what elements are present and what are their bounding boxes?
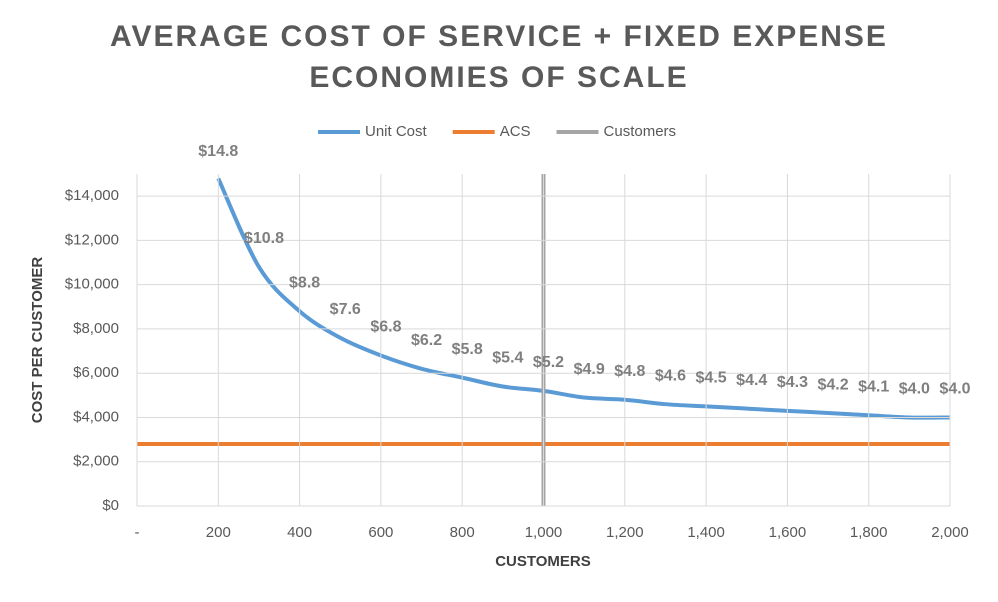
y-tick-label: $0	[102, 497, 119, 514]
x-tick-label: 2,000	[931, 524, 969, 541]
data-label: $5.2	[533, 354, 564, 371]
data-label: $4.0	[899, 381, 930, 398]
data-label: $7.6	[330, 301, 361, 318]
x-tick-label: 1,400	[687, 524, 725, 541]
data-label: $5.8	[452, 341, 483, 358]
data-label: $4.1	[858, 378, 889, 395]
x-tick-label: 1,200	[606, 524, 644, 541]
legend-label: Unit Cost	[365, 123, 428, 140]
y-tick-label: $10,000	[65, 276, 119, 293]
y-tick-label: $2,000	[73, 453, 119, 470]
legend-label: ACS	[500, 123, 531, 140]
x-axis-title: CUSTOMERS	[495, 553, 591, 570]
y-tick-label: $4,000	[73, 408, 119, 425]
x-tick-label: 1,000	[525, 524, 563, 541]
data-label: $4.8	[614, 363, 645, 380]
x-tick-label: 400	[287, 524, 312, 541]
x-tick-label: 600	[368, 524, 393, 541]
y-tick-label: $12,000	[65, 231, 119, 248]
x-tick-label: -	[135, 524, 140, 541]
y-axis-title: COST PER CUSTOMER	[29, 257, 46, 424]
y-tick-label: $6,000	[73, 364, 119, 381]
data-label: $8.8	[289, 274, 320, 291]
x-tick-label: 1,600	[769, 524, 807, 541]
legend-label: Customers	[604, 123, 677, 140]
data-label: $10.8	[244, 230, 284, 247]
chart-title: ECONOMIES OF SCALE	[309, 61, 688, 94]
data-label: $5.4	[492, 350, 523, 367]
chart-title: AVERAGE COST OF SERVICE + FIXED EXPENSE	[110, 20, 888, 53]
y-tick-label: $14,000	[65, 187, 119, 204]
data-label: $4.2	[817, 376, 848, 393]
data-label: $6.8	[370, 319, 401, 336]
data-label: $4.0	[939, 381, 970, 398]
y-tick-label: $8,000	[73, 320, 119, 337]
data-label: $4.3	[777, 374, 808, 391]
data-label: $4.6	[655, 367, 686, 384]
data-label: $6.2	[411, 332, 442, 349]
data-label: $4.9	[574, 361, 605, 378]
data-label: $4.5	[696, 370, 727, 387]
x-tick-label: 1,800	[850, 524, 888, 541]
data-label: $4.4	[736, 372, 767, 389]
x-tick-label: 800	[450, 524, 475, 541]
data-label: $14.8	[198, 143, 238, 160]
x-tick-label: 200	[206, 524, 231, 541]
series-line	[216, 177, 950, 420]
